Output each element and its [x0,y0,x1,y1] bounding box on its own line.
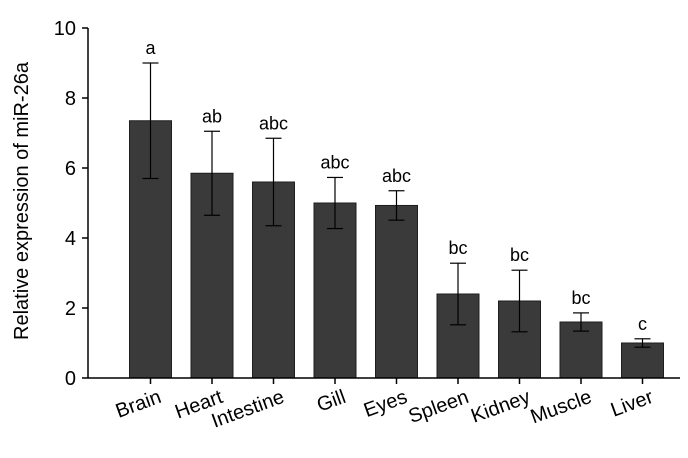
y-tick-label: 4 [65,228,76,250]
significance-label-eyes: abc [382,166,411,186]
error-bar-intestine [265,137,282,227]
error-bar-kidney [511,269,528,333]
y-tick-label: 10 [54,18,76,40]
error-bar-brain [142,62,159,180]
y-axis: 0 2 4 6 8 10 [54,18,89,390]
category-label-eyes: Eyes [361,386,410,422]
y-tick-label: 0 [65,368,76,390]
error-bar-heart [204,130,220,216]
y-tick-label: 6 [65,158,76,180]
bar-gill [313,202,357,379]
category-label-gill: Gill [314,386,349,417]
category-label-brain: Brain [113,386,164,423]
category-label-liver: Liver [608,386,657,422]
error-bar-liver [634,338,651,348]
y-axis-title-group: Relative expression of miR-26a [11,61,33,340]
error-bars-group [142,62,651,348]
x-axis [88,377,680,384]
significance-label-liver: c [638,314,647,334]
y-axis-title: Relative expression of miR-26a [11,61,33,340]
significance-label-gill: abc [320,152,349,172]
y-tick-label: 8 [65,88,76,110]
significance-label-brain: a [145,38,156,58]
category-label-spleen: Spleen [406,386,472,428]
significance-label-heart: ab [202,106,222,126]
category-label-muscle: Muscle [528,386,595,428]
error-bar-gill [327,176,343,230]
bar-liver [621,342,664,379]
error-bar-spleen [450,262,466,326]
y-tick-label: 2 [65,298,76,320]
bar-spleen [436,293,480,379]
error-bar-eyes [388,190,405,221]
significance-label-kidney: bc [510,245,529,265]
error-bar-muscle [573,312,589,332]
bars-group [129,120,664,379]
bar-eyes [375,204,418,379]
significance-label-spleen: bc [448,238,467,258]
significance-label-intestine: abc [259,113,288,133]
significance-labels-group: a ab abc abc abc bc bc bc c [145,38,647,334]
significance-label-muscle: bc [571,288,590,308]
category-label-kidney: Kidney [468,386,533,428]
